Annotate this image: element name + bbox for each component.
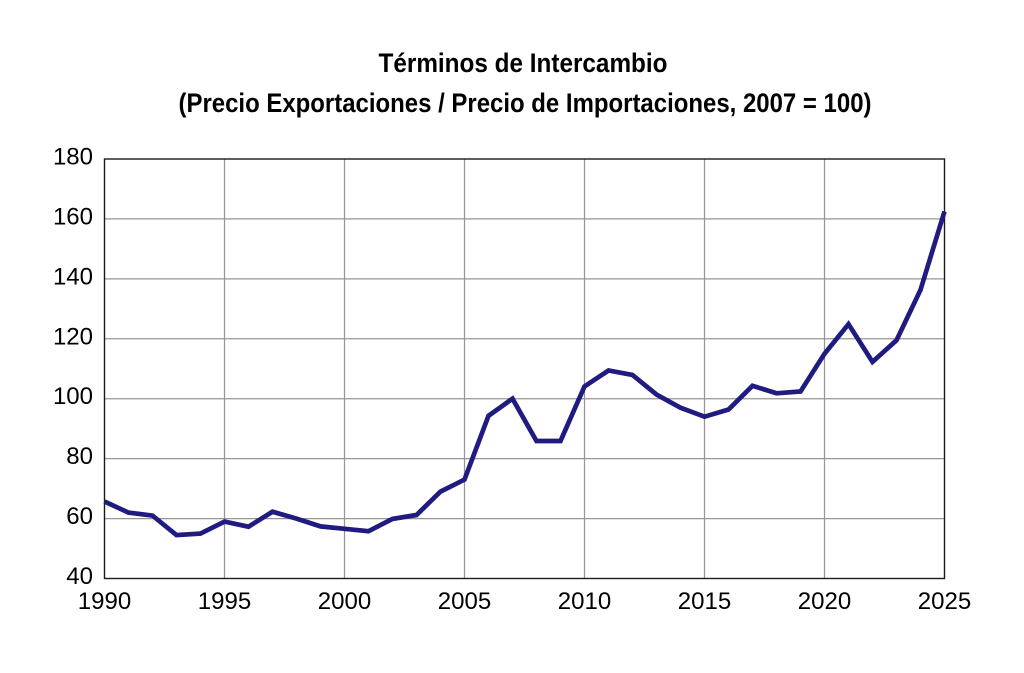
svg-text:120: 120 xyxy=(53,323,93,350)
svg-text:60: 60 xyxy=(66,503,93,530)
svg-text:80: 80 xyxy=(66,443,93,470)
svg-text:2020: 2020 xyxy=(798,588,851,615)
svg-text:2025: 2025 xyxy=(918,588,971,615)
svg-text:140: 140 xyxy=(53,263,93,290)
svg-text:2005: 2005 xyxy=(438,588,491,615)
svg-text:(Precio Exportaciones / Precio: (Precio Exportaciones / Precio de Import… xyxy=(179,88,872,118)
svg-text:100: 100 xyxy=(53,383,93,410)
svg-text:40: 40 xyxy=(66,563,93,590)
svg-text:160: 160 xyxy=(53,203,93,230)
svg-text:2010: 2010 xyxy=(558,588,611,615)
svg-text:2000: 2000 xyxy=(318,588,371,615)
svg-text:Términos de Intercambio: Términos de Intercambio xyxy=(379,48,668,78)
svg-text:1990: 1990 xyxy=(78,588,131,615)
svg-text:180: 180 xyxy=(53,144,93,171)
svg-text:1995: 1995 xyxy=(198,588,251,615)
svg-text:2015: 2015 xyxy=(678,588,731,615)
